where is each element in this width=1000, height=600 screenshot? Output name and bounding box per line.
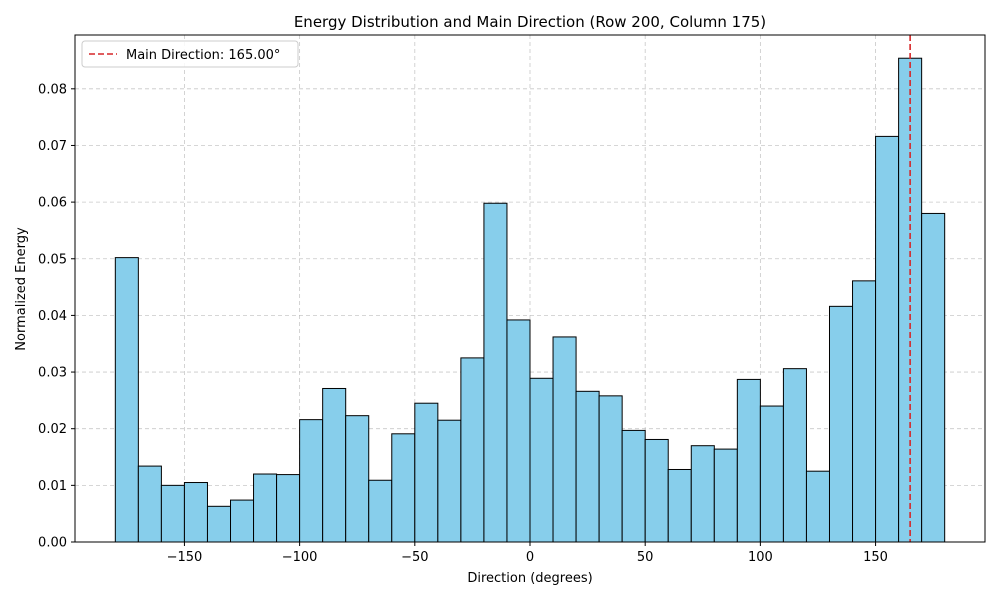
histogram-bar [322, 387, 347, 543]
histogram-bar [414, 402, 439, 543]
histogram-bar [114, 257, 139, 543]
y-tick-label: 0.06 [38, 196, 67, 211]
legend-label-main-direction: Main Direction: 165.00° [126, 48, 280, 63]
histogram-bar [230, 499, 255, 543]
x-tick-label: 150 [863, 550, 888, 565]
y-axis-title: Normalized Energy [14, 227, 29, 351]
histogram-bar [828, 305, 854, 543]
histogram-bar [690, 445, 715, 543]
legend-box [81, 40, 299, 68]
histogram-bar [137, 465, 162, 543]
histogram-bar [529, 377, 554, 543]
x-tick-label: −100 [282, 550, 318, 565]
histogram-bar [391, 433, 416, 543]
histogram-bar [852, 280, 877, 543]
histogram-bar [713, 448, 738, 543]
histogram-bar [437, 419, 462, 543]
y-tick-label: 0.03 [38, 366, 67, 381]
x-tick-label: −50 [401, 550, 428, 565]
histogram-bars [114, 57, 946, 543]
histogram-bar [759, 405, 784, 543]
y-tick-label: 0.08 [38, 82, 67, 97]
y-tick-label: 0.00 [38, 536, 67, 551]
y-tick-label: 0.07 [38, 139, 67, 154]
y-tick-label: 0.02 [38, 422, 67, 437]
y-tick-label: 0.04 [38, 309, 67, 324]
histogram-bar [253, 473, 278, 543]
axis-ticks: −150 −100 −50 0 50 100 150 0.00 0.01 0.02 0.03 0.04… [38, 82, 888, 565]
histogram-bar [299, 419, 324, 543]
histogram-bar [552, 336, 577, 543]
histogram-bar [483, 202, 508, 543]
histogram-bar [875, 135, 900, 543]
histogram-bar [460, 357, 485, 543]
histogram-bar [644, 438, 669, 543]
histogram-bar [368, 479, 393, 543]
histogram-bar [598, 395, 623, 543]
histogram-bar [160, 484, 185, 543]
x-tick-label: 0 [526, 550, 534, 565]
histogram-bar [805, 470, 830, 543]
histogram-bar [921, 212, 946, 543]
x-tick-label: −150 [167, 550, 203, 565]
histogram-bar [276, 474, 301, 543]
x-tick-label: 100 [748, 550, 773, 565]
legend: Main Direction: 165.00° [81, 40, 299, 68]
x-axis-title: Direction (degrees) [467, 571, 592, 586]
histogram-bar [183, 482, 208, 543]
y-tick-label: 0.01 [38, 479, 67, 494]
histogram-bar [575, 390, 600, 543]
y-tick-label: 0.05 [38, 252, 67, 267]
histogram-bar [506, 319, 531, 543]
histogram-bar [667, 468, 692, 543]
histogram-bar [345, 415, 370, 543]
histogram-bar [782, 368, 807, 543]
chart-title: Energy Distribution and Main Direction (… [294, 13, 766, 31]
histogram-bar [621, 429, 646, 543]
histogram-bar [736, 378, 761, 543]
x-tick-label: 50 [637, 550, 654, 565]
histogram-bar [206, 505, 232, 543]
